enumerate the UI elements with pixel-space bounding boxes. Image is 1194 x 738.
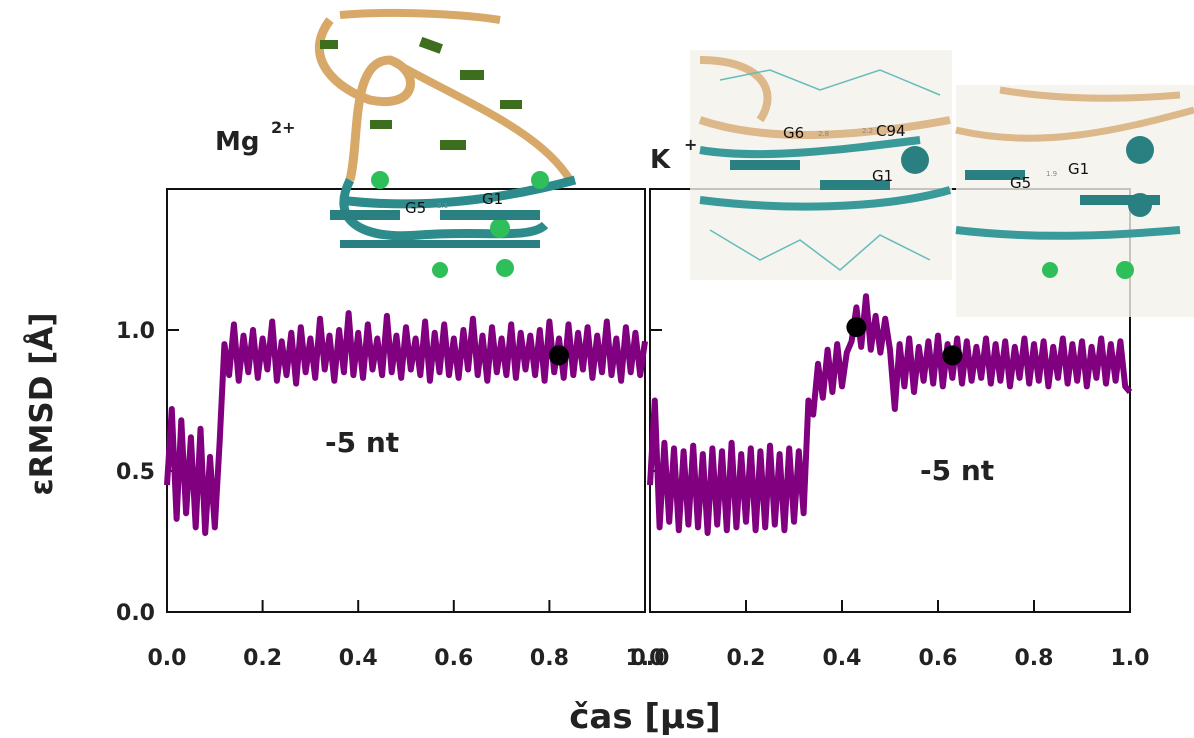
- figure: G5 2.1 G1 G6 2.8 2.2 C94 G1 G5 1.9 G1 0.…: [0, 0, 1194, 738]
- x-tick-label: 0.0: [148, 646, 187, 671]
- y-tick-label: 0.5: [116, 460, 155, 485]
- x-tick-label: 0.6: [919, 646, 958, 671]
- x-tick-label: 0.0: [631, 646, 670, 671]
- series-line: [650, 296, 1130, 533]
- structure-k-2: G5 1.9 G1: [956, 85, 1194, 317]
- series-line: [167, 313, 645, 533]
- structure-label: 2.2: [862, 127, 873, 135]
- marker: [942, 345, 962, 365]
- y-axis-label: εRMSD [Å]: [23, 312, 60, 495]
- structure-label: C94: [876, 122, 906, 140]
- x-axis-label: čas [µs]: [569, 697, 721, 737]
- structure-k-1: G6 2.8 2.2 C94 G1: [690, 50, 952, 280]
- plot-frame: [167, 189, 645, 612]
- x-tick-label: 0.4: [339, 646, 378, 671]
- x-tick-label: 0.8: [530, 646, 569, 671]
- x-tick-label: 1.0: [1111, 646, 1150, 671]
- x-tick-label: 0.2: [727, 646, 766, 671]
- x-tick-label: 0.6: [434, 646, 473, 671]
- x-tick-label: 0.8: [1015, 646, 1054, 671]
- annotation: -5 nt: [325, 426, 399, 459]
- structure-label: 2.8: [818, 130, 829, 138]
- x-tick-label: 0.4: [823, 646, 862, 671]
- ion-label: Mg: [215, 127, 259, 157]
- ion-charge: 2+: [271, 118, 296, 137]
- structure-label: G1: [1068, 160, 1089, 178]
- x-tick-label: 0.2: [243, 646, 282, 671]
- structure-label: G1: [872, 167, 893, 185]
- y-tick-label: 0.0: [116, 601, 155, 626]
- y-tick-label: 1.0: [116, 319, 155, 344]
- structure-label: G1: [482, 190, 503, 208]
- marker: [549, 345, 569, 365]
- annotation: -5 nt: [920, 454, 994, 487]
- structure-label: 2.1: [437, 202, 448, 210]
- structure-label: G5: [405, 199, 426, 217]
- structure-label: G5: [1010, 174, 1031, 192]
- ion-charge: +: [684, 135, 697, 154]
- ion-label: K: [650, 145, 671, 175]
- structure-label: G6: [783, 124, 804, 142]
- structure-label: 1.9: [1046, 170, 1057, 178]
- structure-mg: G5 2.1 G1: [319, 13, 575, 278]
- marker: [846, 317, 866, 337]
